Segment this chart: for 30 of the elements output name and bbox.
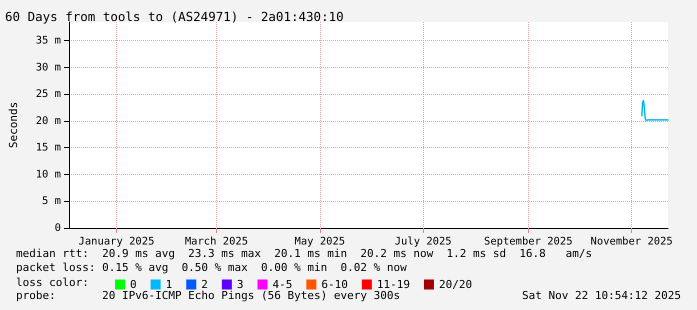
legend-label: 3 <box>236 278 244 291</box>
legend-label: 2 <box>201 278 208 291</box>
line-series <box>641 100 669 122</box>
legend-title: loss color: <box>16 276 89 289</box>
legend-label: 1 <box>166 278 172 291</box>
x-tick-label: January 2025 <box>78 236 154 248</box>
y-tick-label: 20 m <box>36 114 61 127</box>
y-tick-label: 0 <box>54 222 61 234</box>
y-tick-label: 10 m <box>36 168 61 180</box>
legend-label: 6-10 <box>321 278 348 291</box>
y-tick-label: 30 m <box>36 61 61 74</box>
text: Sat Nov 22 10:54:12 2025 <box>522 289 681 303</box>
legend-label: 4-5 <box>272 278 292 291</box>
legend-label: 0 <box>130 278 137 291</box>
y-axis-title: Seconds <box>7 102 20 148</box>
x-tick-label: November 2025 <box>590 236 673 248</box>
text: median rtt: 20.9 ms avg 23.3 ms max 20.1 ms min 20.2 ms now 1.2 ms sd 16.8 am/s <box>16 247 592 261</box>
legend-label: 11-19 <box>376 278 410 291</box>
text: probe: 20 IPv6-ICMP Echo Pings (56 Bytes) every 300s <box>16 289 400 303</box>
y-tick-label: 35 m <box>36 34 61 47</box>
y-tick-label: 5 m <box>42 195 61 208</box>
y-tick-label: 25 m <box>36 88 61 100</box>
text: packet loss: 0.15 % avg 0.50 % max 0.00 % min 0.02 % now <box>16 261 407 275</box>
chart-title: 60 Days from tools to (AS24971) - 2a01:430:10 <box>5 9 344 24</box>
x-tick-label: May 2025 <box>294 236 346 248</box>
x-tick-label: July 2025 <box>394 236 452 248</box>
legend-label: 20/20 <box>438 278 472 291</box>
y-tick-label: 15 m <box>36 142 61 154</box>
x-tick-label: March 2025 <box>184 236 248 248</box>
x-tick-label: September 2025 <box>484 236 573 248</box>
